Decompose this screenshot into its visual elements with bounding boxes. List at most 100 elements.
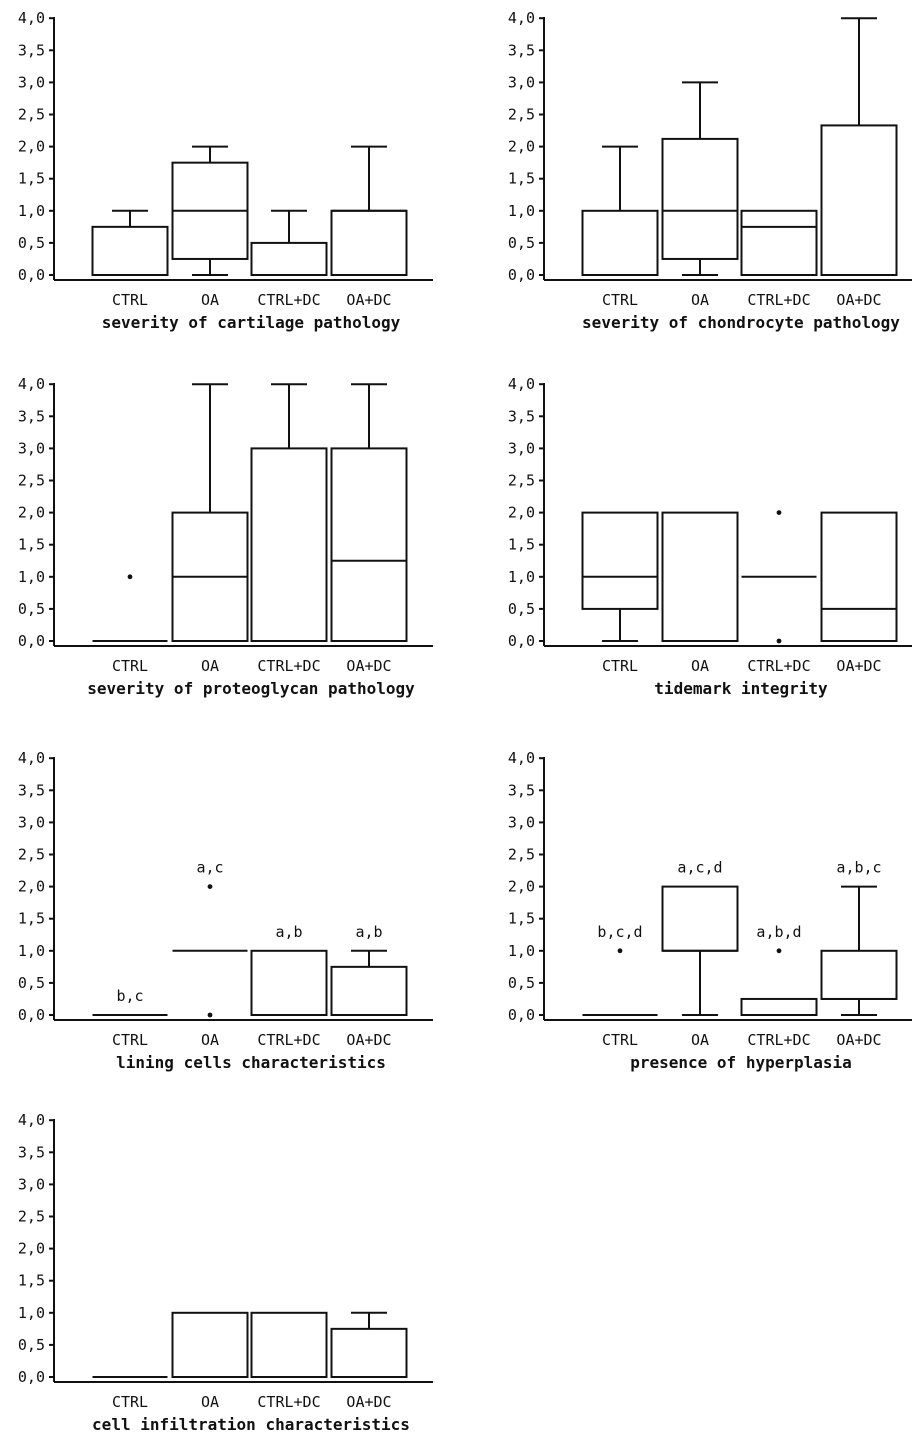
y-tick-label: 0,5 xyxy=(18,600,45,618)
y-tick-label: 3,0 xyxy=(18,1175,45,1193)
y-tick-label: 1,5 xyxy=(508,910,535,928)
y-tick-label: 4,0 xyxy=(508,749,535,767)
box-iqr xyxy=(330,1327,408,1379)
box-oa-plus-dc xyxy=(820,17,898,276)
box-oa xyxy=(171,383,249,642)
significance-annotation: a,b,d xyxy=(756,923,801,941)
y-tick-label: 3,0 xyxy=(508,73,535,91)
box-ctrl-plus-dc xyxy=(250,1311,328,1378)
box-oa-plus-dc xyxy=(330,1311,408,1379)
x-axis-title: lining cells characteristics xyxy=(116,1053,386,1072)
y-tick-label: 2,5 xyxy=(508,472,535,490)
box-iqr xyxy=(330,965,408,1017)
box-iqr xyxy=(250,241,328,276)
x-category-label: OA+DC xyxy=(836,291,881,309)
x-category-label: OA xyxy=(691,1031,709,1049)
y-tick-label: 1,5 xyxy=(508,536,535,554)
chart-panel-1: 0,0 0,5 1,0 1,5 2,0 2,5 3,0 3,5 4,0 CTRL OA CTRL+DC… xyxy=(18,9,433,332)
y-tick-label: 3,0 xyxy=(18,813,45,831)
box-ctrl xyxy=(92,574,168,642)
outlier-point xyxy=(207,1012,213,1018)
y-tick-label: 0,5 xyxy=(18,974,45,992)
y-tick-label: 1,0 xyxy=(508,942,535,960)
significance-annotation: b,c,d xyxy=(597,923,642,941)
box-iqr xyxy=(820,124,898,276)
box-iqr xyxy=(740,997,818,1017)
y-tick-label: 3,0 xyxy=(508,813,535,831)
box-ctrl: b,c,d xyxy=(582,923,658,1016)
y-tick-label: 0,0 xyxy=(18,266,45,284)
significance-annotation: a,c xyxy=(196,859,223,877)
y-tick-label: 3,5 xyxy=(18,1143,45,1161)
x-axis-title: cell infiltration characteristics xyxy=(92,1415,410,1433)
y-tick-label: 2,5 xyxy=(508,106,535,124)
y-tick-label: 2,0 xyxy=(18,1240,45,1258)
chart-panel-5: 0,0 0,5 1,0 1,5 2,0 2,5 3,0 3,5 4,0 CTRL OA CTRL+DC… xyxy=(18,749,433,1072)
y-tick-label: 1,0 xyxy=(18,568,45,586)
x-category-label: OA+DC xyxy=(346,291,391,309)
box-iqr xyxy=(820,949,898,1000)
y-tick-label: 0,0 xyxy=(508,632,535,650)
x-category-label: CTRL+DC xyxy=(257,1393,320,1411)
y-tick-label: 1,0 xyxy=(18,202,45,220)
x-axis-title: severity of chondrocyte pathology xyxy=(582,313,900,332)
y-tick-label: 4,0 xyxy=(18,375,45,393)
outlier-point xyxy=(776,638,782,644)
x-category-label: CTRL+DC xyxy=(747,291,810,309)
x-category-label: OA xyxy=(201,291,219,309)
box-oa xyxy=(661,511,739,642)
y-tick-label: 3,5 xyxy=(508,41,535,59)
y-tick-label: 0,5 xyxy=(18,1336,45,1354)
x-category-label: OA xyxy=(691,291,709,309)
box-iqr xyxy=(820,511,898,642)
outlier-point xyxy=(776,510,782,515)
box-iqr xyxy=(250,447,328,643)
x-category-label: CTRL xyxy=(112,1031,148,1049)
significance-annotation: a,c,d xyxy=(677,859,722,877)
x-category-label: CTRL+DC xyxy=(747,1031,810,1049)
y-tick-label: 0,5 xyxy=(18,234,45,252)
box-oa xyxy=(171,1311,249,1378)
y-tick-label: 1,0 xyxy=(18,942,45,960)
significance-annotation: b,c xyxy=(116,987,143,1005)
y-tick-label: 2,5 xyxy=(18,846,45,864)
y-tick-label: 0,0 xyxy=(508,266,535,284)
x-category-label: OA xyxy=(201,657,219,675)
box-iqr xyxy=(661,885,739,952)
box-oa-plus-dc xyxy=(330,145,408,276)
y-tick-label: 4,0 xyxy=(18,749,45,767)
x-category-label: CTRL+DC xyxy=(257,1031,320,1049)
y-tick-label: 3,5 xyxy=(508,407,535,425)
box-iqr xyxy=(91,225,169,277)
chart-panel-3: 0,0 0,5 1,0 1,5 2,0 2,5 3,0 3,5 4,0 CTRL OA CTRL+DC… xyxy=(18,375,433,698)
y-tick-label: 1,5 xyxy=(18,1272,45,1290)
box-iqr xyxy=(250,1311,328,1378)
box-ctrl xyxy=(581,145,659,276)
box-ctrl-plus-dc xyxy=(250,383,328,643)
y-tick-label: 2,5 xyxy=(18,1208,45,1226)
box-oa-plus-dc: a,b xyxy=(330,923,408,1017)
box-ctrl xyxy=(581,511,659,642)
y-tick-label: 0,5 xyxy=(508,234,535,252)
y-tick-label: 3,5 xyxy=(18,41,45,59)
y-tick-label: 3,0 xyxy=(508,439,535,457)
x-category-label: OA+DC xyxy=(346,657,391,675)
box-oa xyxy=(661,81,739,276)
x-axis-title: severity of proteoglycan pathology xyxy=(87,679,415,698)
y-tick-label: 1,0 xyxy=(508,568,535,586)
chart-panel-2: 0,0 0,5 1,0 1,5 2,0 2,5 3,0 3,5 4,0 CTRL OA CTRL+DC… xyxy=(508,9,912,332)
outlier-point xyxy=(207,884,213,889)
x-category-label: OA+DC xyxy=(346,1393,391,1411)
x-category-label: OA+DC xyxy=(836,1031,881,1049)
x-category-label: OA+DC xyxy=(346,1031,391,1049)
y-tick-label: 2,5 xyxy=(18,106,45,124)
chart-panel-4: 0,0 0,5 1,0 1,5 2,0 2,5 3,0 3,5 4,0 CTRL OA CTRL+DC… xyxy=(508,375,912,698)
y-tick-label: 4,0 xyxy=(18,9,45,27)
y-tick-label: 0,0 xyxy=(18,1368,45,1386)
box-iqr xyxy=(330,209,408,276)
x-category-label: CTRL xyxy=(602,657,638,675)
outlier-point xyxy=(776,948,782,954)
y-tick-label: 3,5 xyxy=(18,407,45,425)
box-oa-plus-dc xyxy=(330,383,408,643)
x-axis-title: presence of hyperplasia xyxy=(630,1053,852,1072)
